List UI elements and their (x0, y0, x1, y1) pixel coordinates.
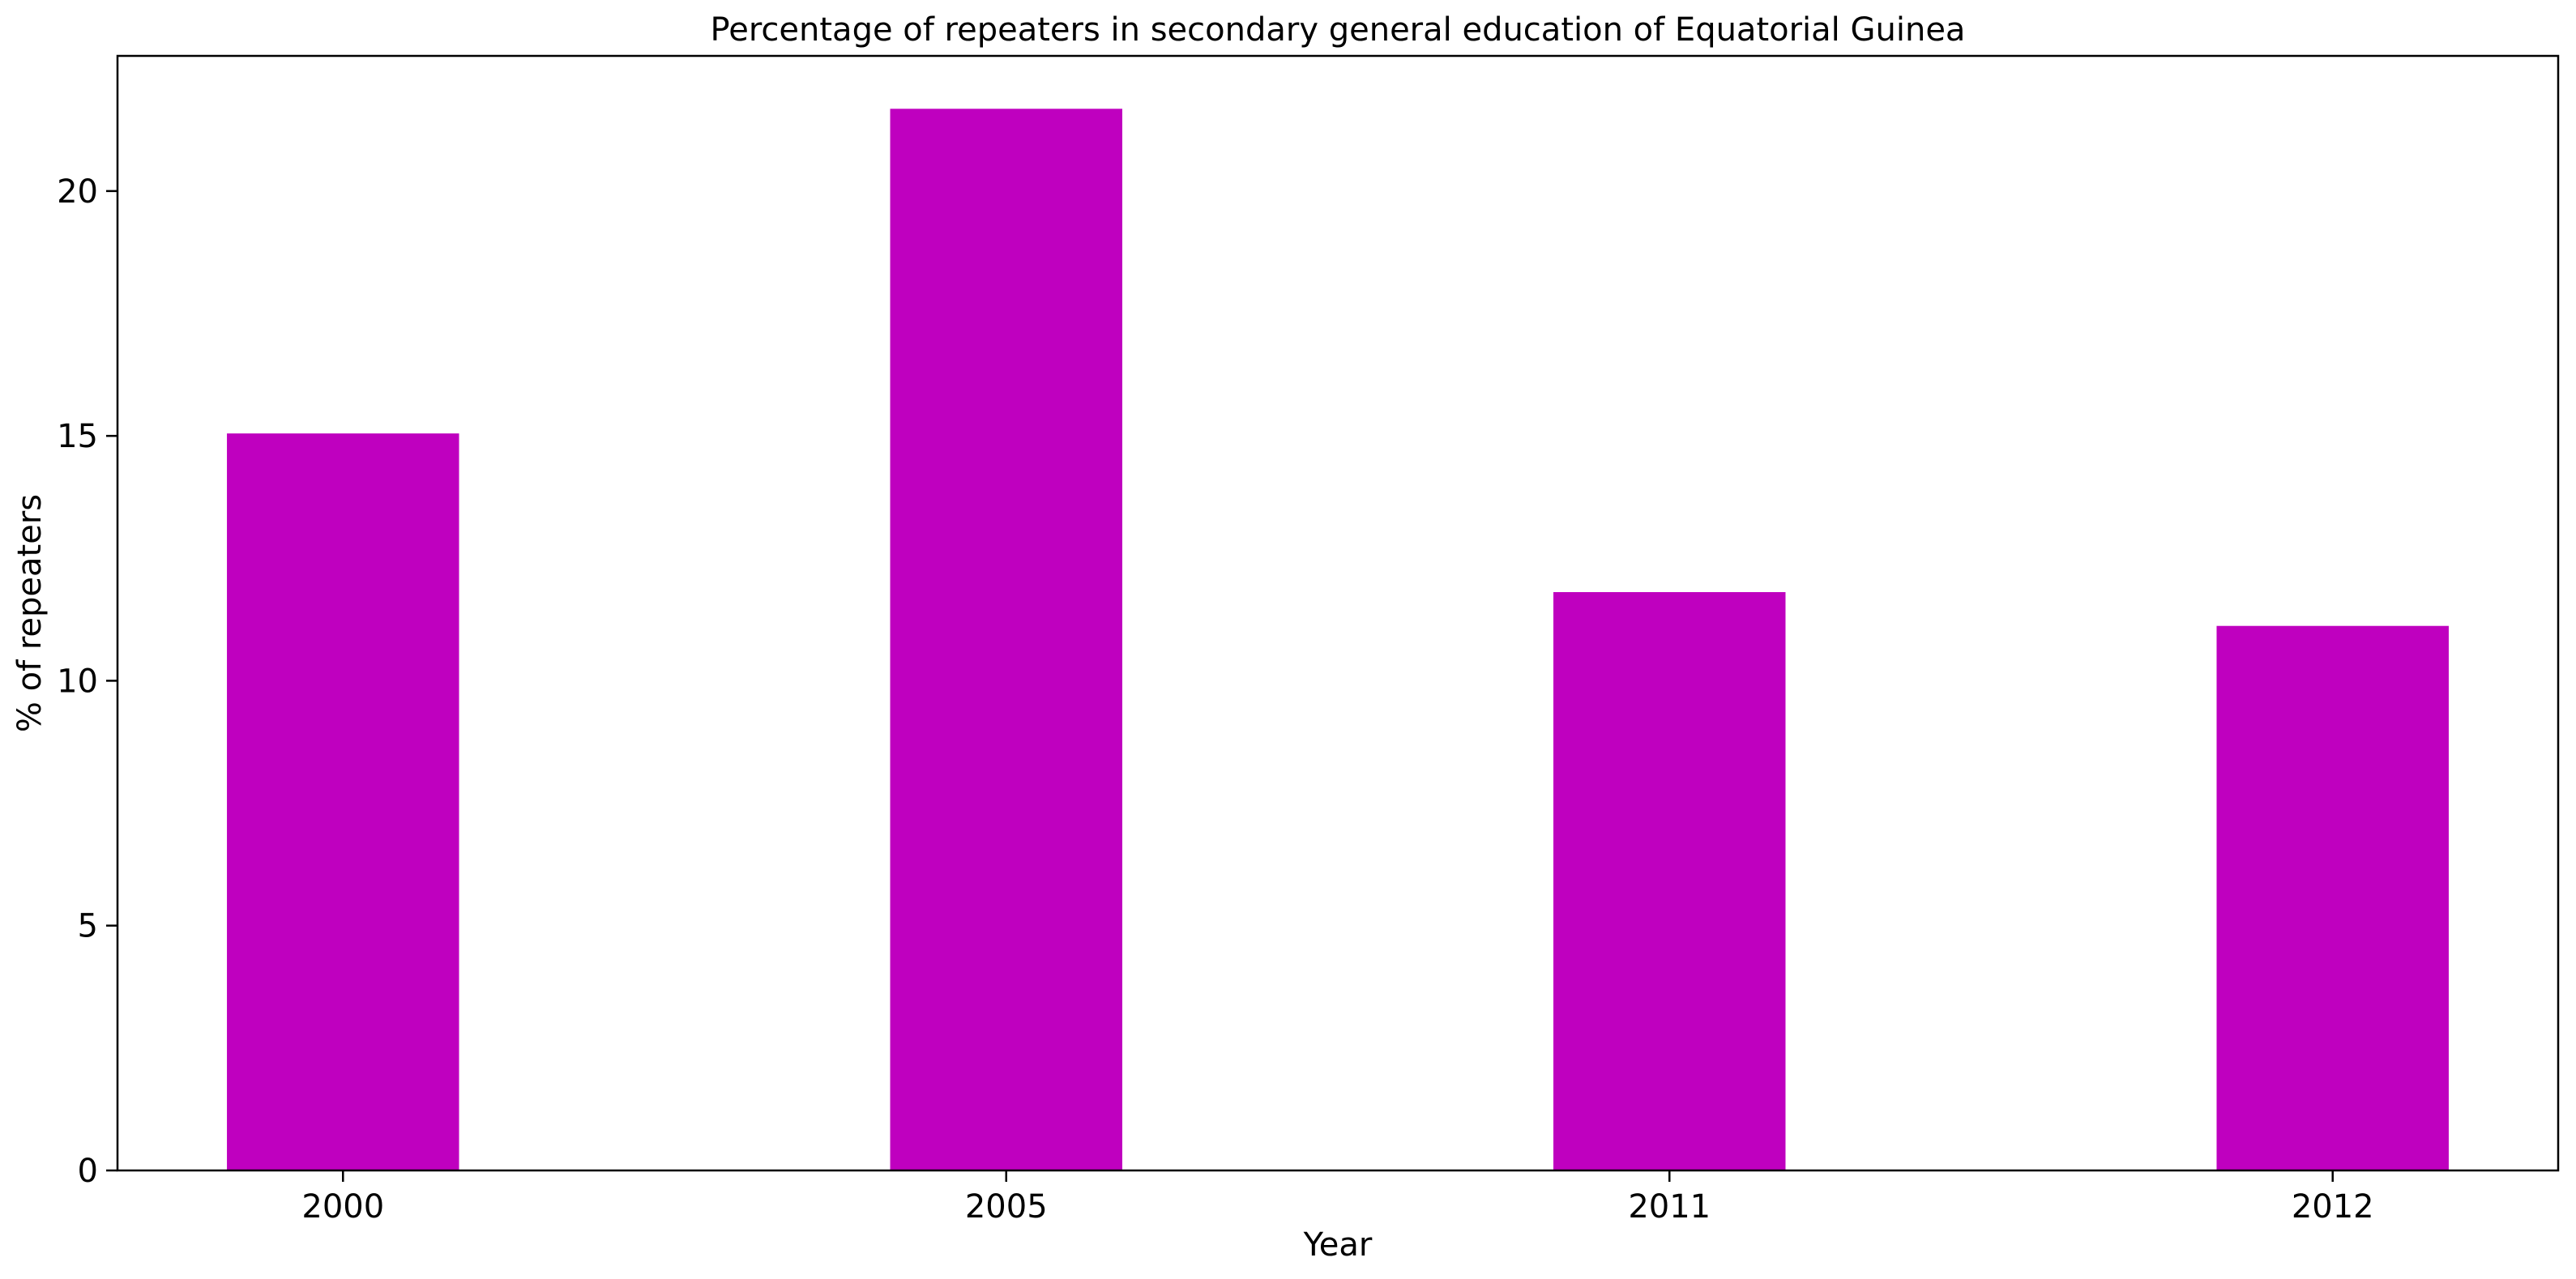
y-tick-label-15: 15 (57, 418, 98, 455)
x-tick-label-2011: 2011 (1628, 1188, 1711, 1226)
y-tick-label-10: 10 (57, 663, 98, 700)
bar-2012 (2216, 625, 2449, 1170)
plot-frame (116, 54, 2560, 1172)
x-axis-label: Year (1303, 1226, 1373, 1264)
bar-2011 (1553, 592, 1786, 1170)
x-axis: 2000 2005 2011 2012 (301, 1170, 2374, 1226)
bar-2000 (227, 433, 459, 1170)
y-axis: 0 5 10 15 20 (57, 173, 117, 1190)
x-tick-label-2005: 2005 (965, 1188, 1048, 1226)
y-tick-label-5: 5 (78, 908, 98, 945)
y-tick-label-20: 20 (57, 173, 98, 211)
y-tick-label-0: 0 (78, 1153, 98, 1190)
x-tick-label-2000: 2000 (301, 1188, 384, 1226)
y-axis-label: % of repeaters (11, 494, 49, 732)
bar-2005 (890, 109, 1122, 1171)
bars (227, 109, 2449, 1171)
x-tick-label-2012: 2012 (2292, 1188, 2374, 1226)
chart-title: Percentage of repeaters in secondary gen… (711, 11, 1966, 49)
